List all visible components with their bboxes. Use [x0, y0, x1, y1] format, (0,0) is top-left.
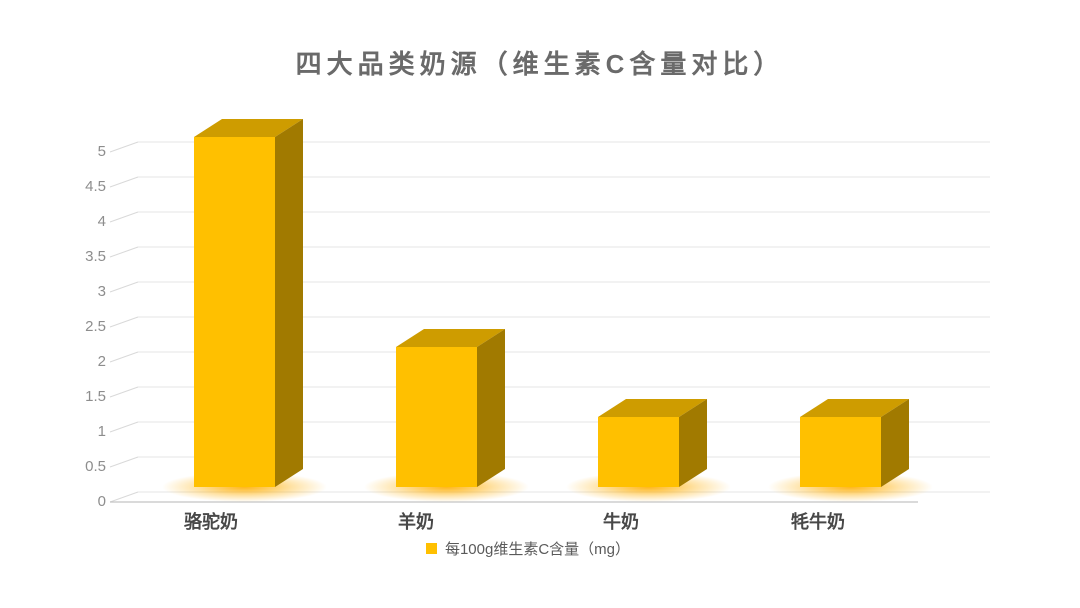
- x-axis-label-goat-milk: 羊奶: [398, 512, 434, 532]
- y-tick-2: [109, 351, 139, 363]
- yak-milk-bar-top-face: [800, 399, 909, 417]
- x-axis-label-camel-milk: 骆驼奶: [184, 512, 238, 532]
- y-tick-3.5: [109, 246, 139, 258]
- yak-milk-bar-front-face: [800, 417, 881, 487]
- goat-milk-bar-side-face: [477, 329, 505, 487]
- y-axis-label-0: 0: [97, 493, 106, 510]
- y-axis-label-0.5: 0.5: [85, 458, 106, 475]
- y-tick-3: [109, 281, 139, 293]
- y-tick-5: [109, 141, 139, 153]
- camel-milk-bar-top-face: [194, 119, 303, 137]
- y-tick-2.5: [109, 316, 139, 328]
- goat-milk-bar-front-face: [396, 347, 477, 487]
- y-axis-label-3: 3: [97, 283, 106, 300]
- y-tick-4.5: [109, 176, 139, 188]
- legend-square-icon: [425, 543, 437, 554]
- legend: 每100g维生素C含量（mg）: [0, 538, 1068, 559]
- legend-label: 每100g维生素C含量（mg）: [444, 541, 631, 558]
- cow-milk-bar-top-face: [598, 399, 707, 417]
- y-axis-label-1: 1: [97, 423, 106, 440]
- y-tick-1.5: [109, 386, 139, 398]
- camel-milk-bar-front-face: [194, 137, 275, 487]
- y-axis-label-1.5: 1.5: [85, 388, 106, 405]
- y-axis-label-5: 5: [97, 143, 106, 160]
- y-axis-label-2.5: 2.5: [85, 318, 106, 335]
- x-axis-label-cow-milk: 牛奶: [603, 512, 639, 532]
- y-axis-label-4: 4: [97, 213, 106, 230]
- y-axis-label-3.5: 3.5: [85, 248, 106, 265]
- chart-title: 四大品类奶源（维生素C含量对比）: [295, 49, 785, 79]
- goat-milk-bar-top-face: [396, 329, 505, 347]
- y-axis-label-2: 2: [97, 353, 106, 370]
- y-tick-0.5: [109, 456, 139, 468]
- y-tick-0: [109, 491, 139, 503]
- y-axis-label-4.5: 4.5: [85, 178, 106, 195]
- camel-milk-bar-side-face: [275, 119, 303, 487]
- x-axis-label-yak-milk: 牦牛奶: [791, 512, 845, 532]
- y-tick-1: [109, 421, 139, 433]
- y-tick-4: [109, 211, 139, 223]
- cow-milk-bar-front-face: [598, 417, 679, 487]
